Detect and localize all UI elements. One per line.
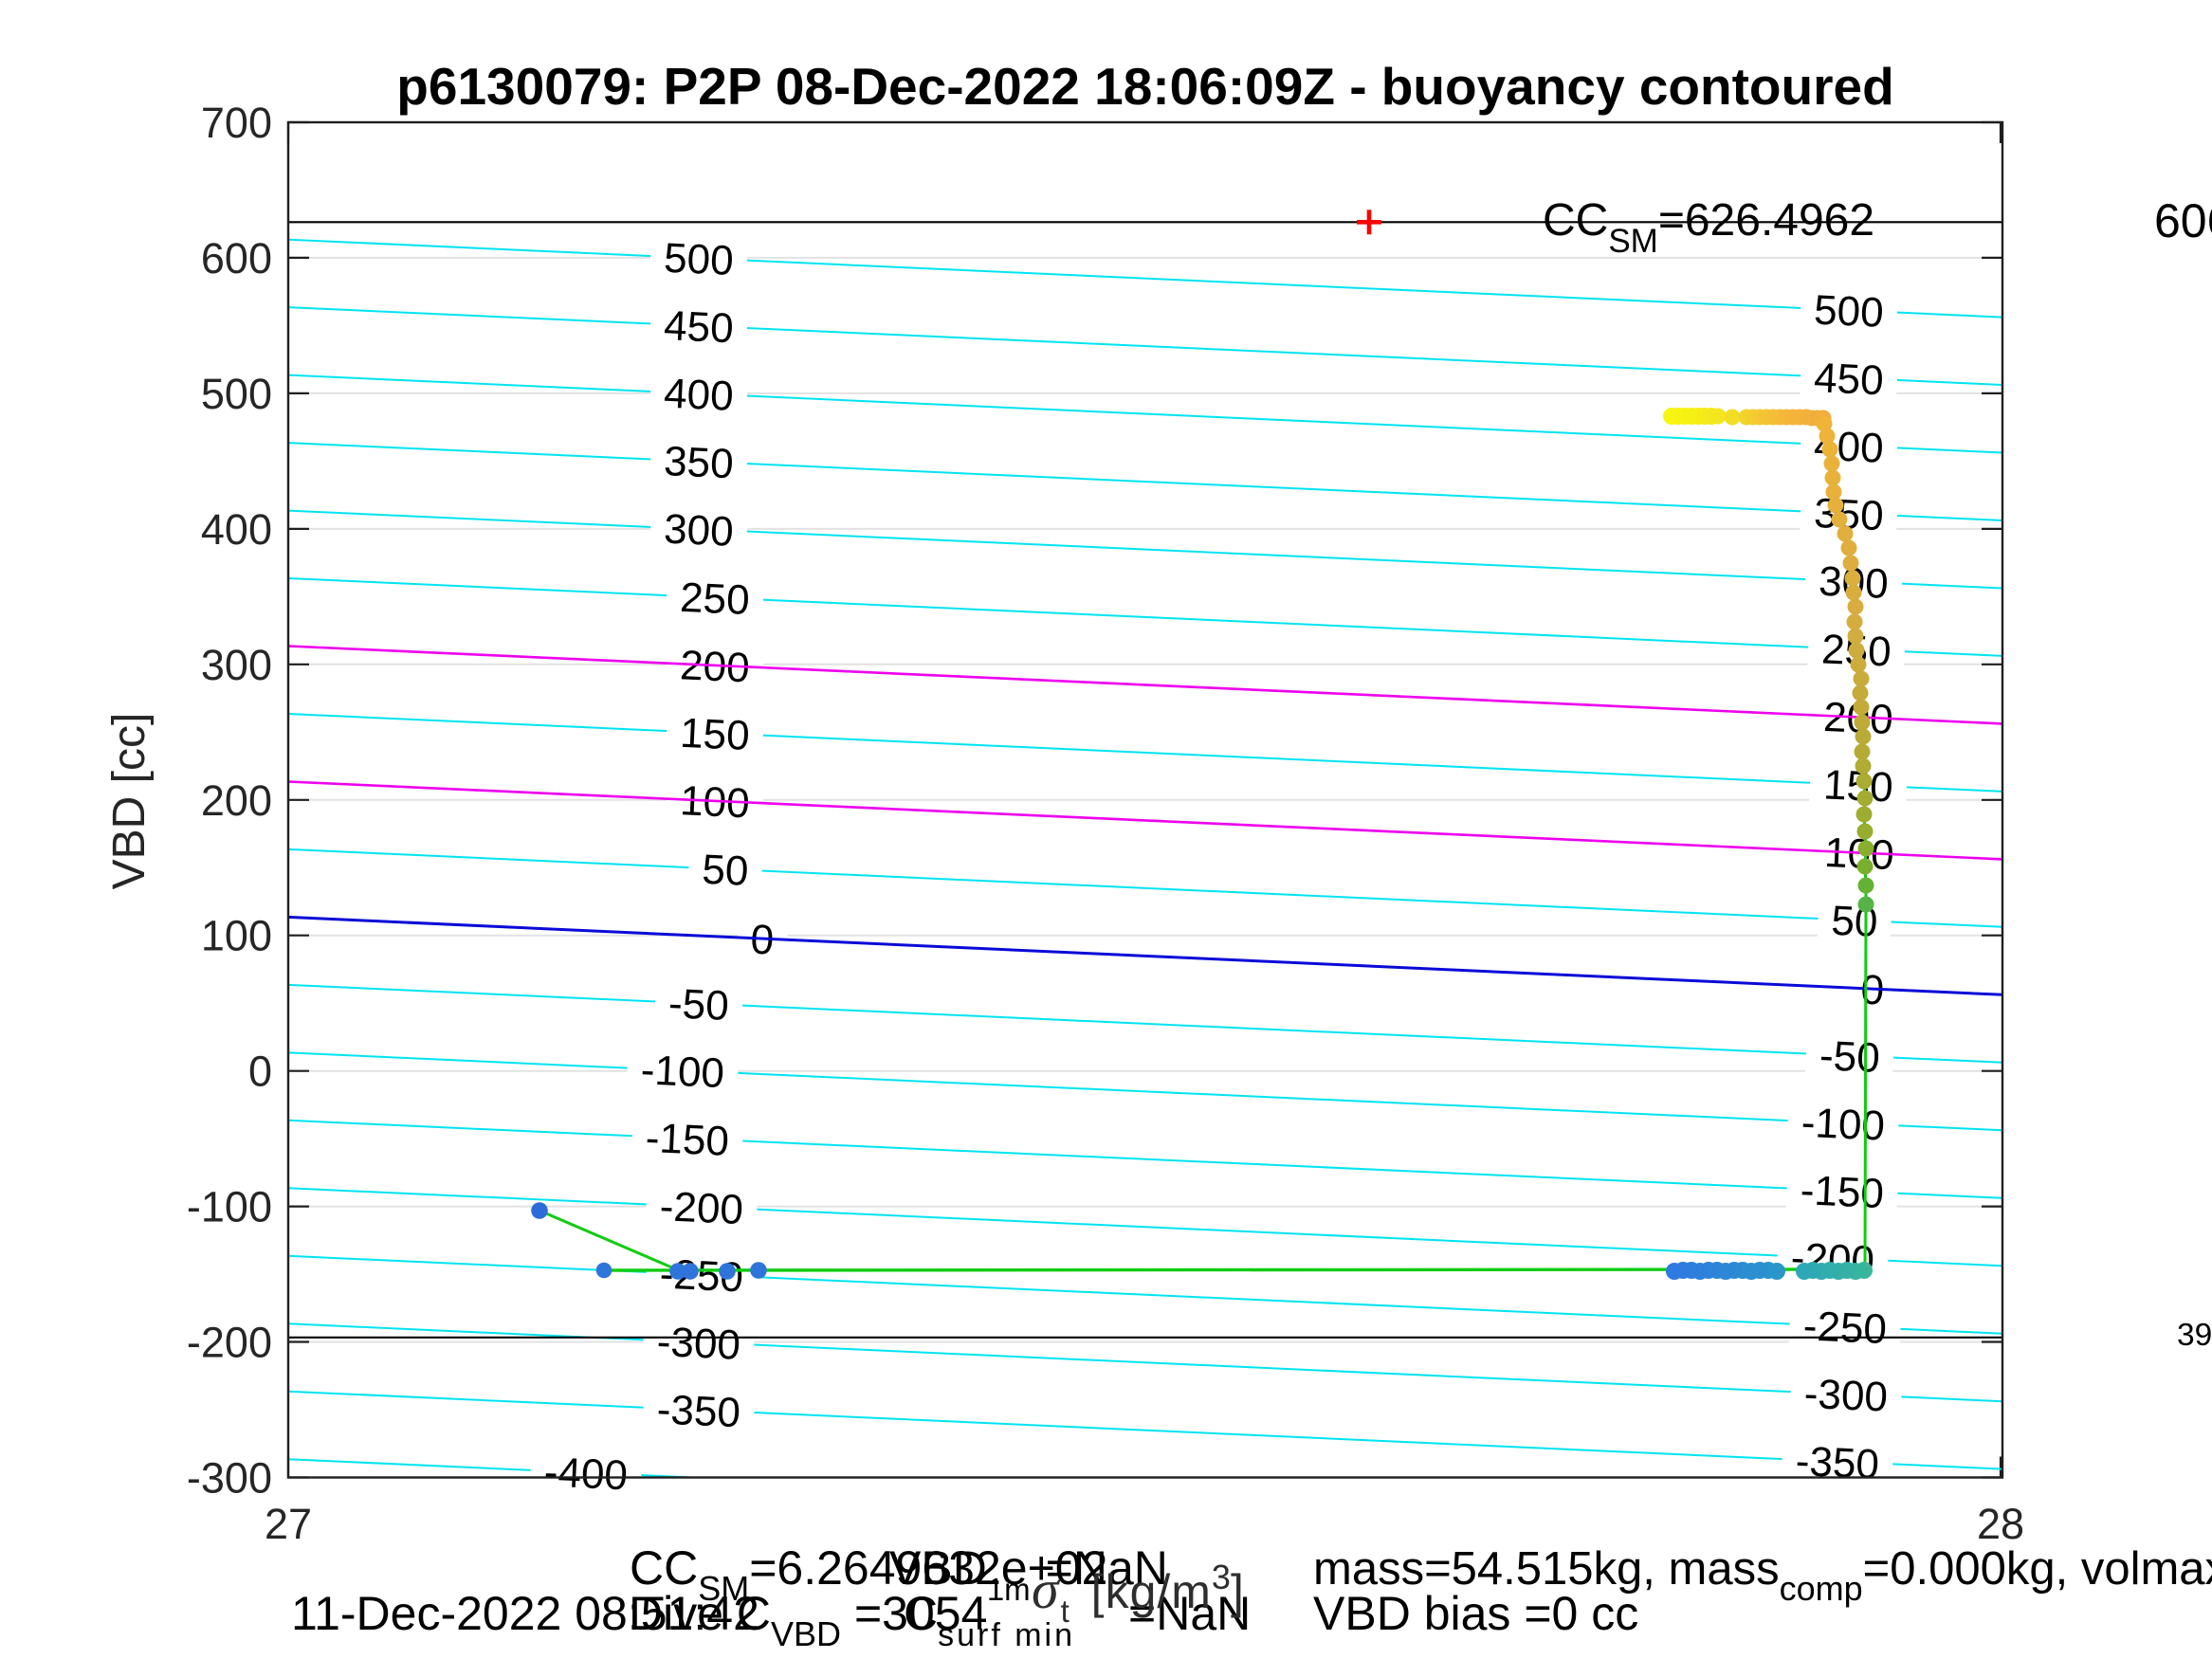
svg-text:-50: -50 — [1819, 1032, 1881, 1082]
svg-text:VBD [cc]: VBD [cc] — [104, 713, 155, 890]
svg-text:450: 450 — [1813, 355, 1885, 404]
svg-text:150: 150 — [679, 710, 751, 759]
svg-text:200: 200 — [201, 776, 272, 825]
svg-text:300: 300 — [663, 506, 735, 556]
svg-text:500: 500 — [1813, 287, 1885, 337]
svg-text:6061: 6061 — [2154, 194, 2212, 247]
svg-text:500: 500 — [201, 370, 272, 418]
svg-text:0: 0 — [248, 1048, 272, 1096]
svg-text:-300: -300 — [1803, 1371, 1889, 1421]
svg-text:-350: -350 — [1795, 1438, 1880, 1488]
svg-text:50: 50 — [701, 847, 749, 895]
svg-text:350: 350 — [663, 438, 735, 487]
svg-text:σt [kg/m3]: σt [kg/m3] — [1032, 1558, 1244, 1629]
svg-text:-150: -150 — [1800, 1167, 1885, 1217]
svg-text:CCSM=626.4962: CCSM=626.4962 — [1543, 195, 1874, 260]
svg-text:395: 395 — [2177, 1318, 2212, 1353]
svg-text:450: 450 — [663, 302, 735, 352]
svg-text:VBD bias =0 cc: VBD bias =0 cc — [1313, 1587, 1638, 1640]
svg-text:-100: -100 — [640, 1047, 725, 1097]
svg-text:-400: -400 — [543, 1449, 629, 1499]
svg-text:-200: -200 — [659, 1183, 744, 1233]
svg-text:27: 27 — [265, 1500, 312, 1548]
svg-text:700: 700 — [201, 99, 272, 147]
svg-text:300: 300 — [201, 641, 272, 689]
svg-text:28: 28 — [1977, 1500, 2024, 1548]
svg-text:-350: -350 — [656, 1386, 741, 1436]
svg-text:100: 100 — [201, 912, 272, 960]
svg-text:400: 400 — [201, 505, 272, 554]
svg-text:-200: -200 — [187, 1319, 272, 1367]
svg-text:-300: -300 — [187, 1454, 272, 1503]
svg-text:250: 250 — [679, 574, 751, 624]
svg-text:-250: -250 — [1802, 1303, 1888, 1353]
svg-text:p6130079: P2P 08-Dec-2022 18:0: p6130079: P2P 08-Dec-2022 18:06:09Z - bu… — [396, 57, 1893, 116]
svg-text:-300: -300 — [656, 1319, 741, 1369]
svg-text:400: 400 — [663, 371, 735, 420]
svg-text:-50: -50 — [667, 980, 730, 1030]
svg-text:-100: -100 — [1801, 1100, 1886, 1150]
svg-text:11-Dec-2022 08:51:42: 11-Dec-2022 08:51:42 — [291, 1587, 759, 1640]
svg-text:600: 600 — [201, 234, 272, 283]
svg-text:VBD1m=NaN: VBD1m =NaN — [889, 1541, 1168, 1607]
svg-text:-100: -100 — [187, 1183, 272, 1231]
svg-text:-150: -150 — [645, 1115, 730, 1165]
svg-text:500: 500 — [663, 235, 735, 284]
